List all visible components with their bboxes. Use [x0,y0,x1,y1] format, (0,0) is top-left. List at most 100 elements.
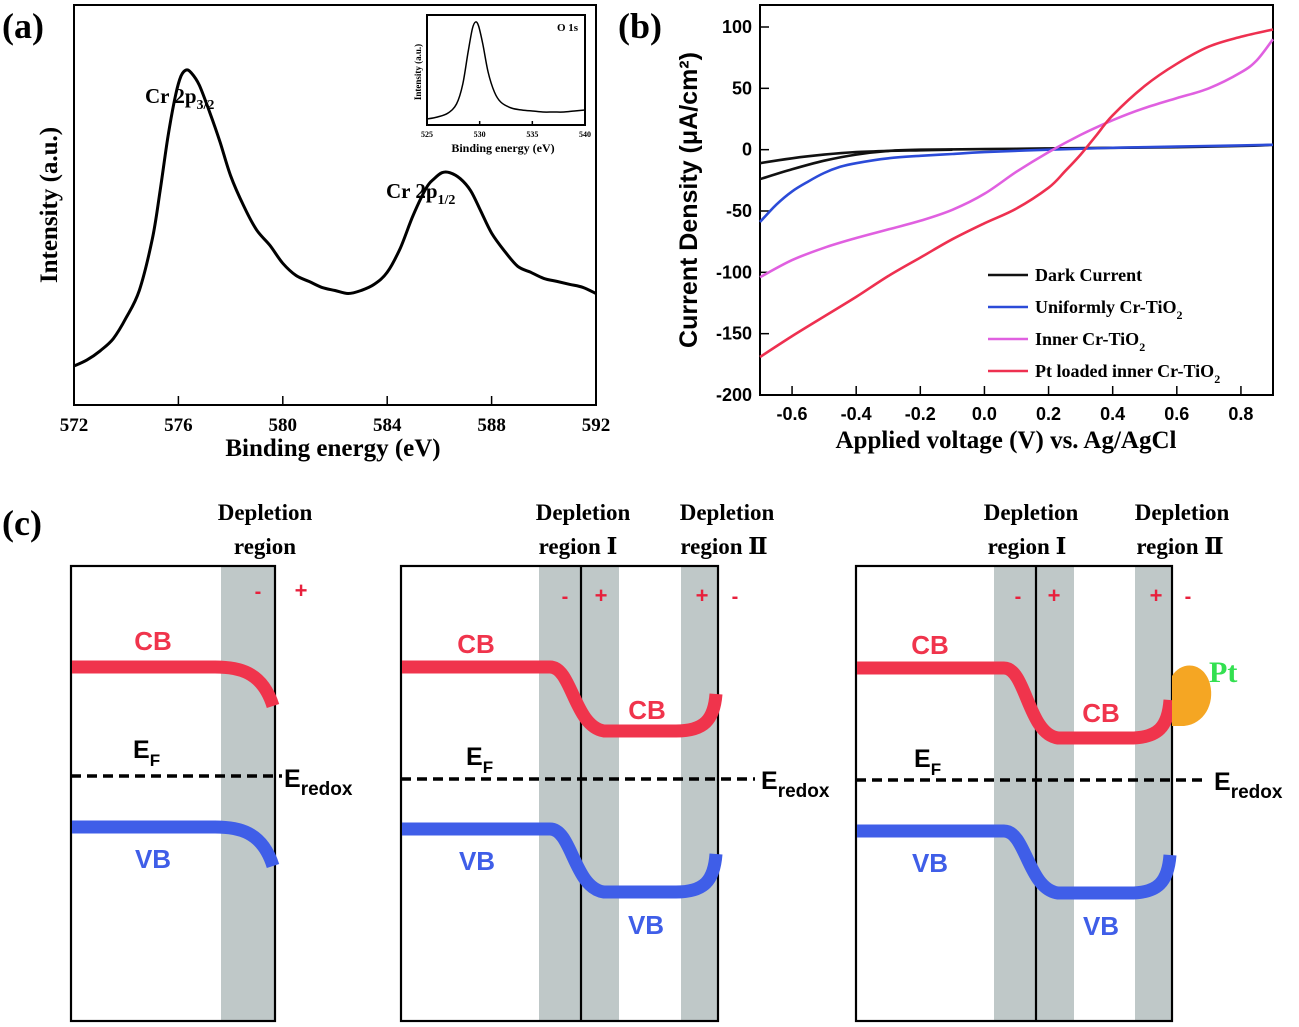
valence-band [857,824,1177,900]
header-region-1: region Ⅰ [539,534,618,559]
cb-label-left: CB [911,630,949,660]
outer-box [854,564,1174,1023]
charge-plus-2: + [696,583,709,608]
semiconductor-box [69,564,277,1023]
legend-entry: Pt loaded inner Cr-TiO2 [1035,361,1220,386]
conduction-band [402,660,723,738]
depletion-region-shade [221,566,275,1021]
series-line-cr2p [73,68,597,368]
series-line-3 [759,38,1275,279]
header-depletion: Depletion [218,500,313,525]
pt-label: Pt [1209,656,1237,689]
y-axis-label-b: Current Density (μA/cm²) [675,52,703,348]
charge-plus: + [295,578,308,603]
eredox-label: Eredox [284,765,353,800]
depletion-region-2-shade [1135,566,1172,1021]
peak-annotation-cr2p32: Cr 2p3/2 [145,84,214,113]
y-tick-label-b: 0 [742,140,752,160]
y-axis-label-a: Intensity (a.u.) [36,127,63,283]
charge-plus-2: + [1150,583,1163,608]
eredox-label: Eredox [761,767,830,802]
panel-label-c: (c) [2,503,42,543]
inset-x-axis-label: Binding energy (eV) [451,141,554,155]
peak-annotation-cr2p12: Cr 2p1/2 [386,179,455,208]
charge-plus-1: + [595,583,608,608]
eredox-label: Eredox [1214,768,1283,803]
panel-label-b: (b) [618,6,662,46]
x-tick-label-b: 0.0 [972,404,997,424]
x-tick-label-b: 0.8 [1228,404,1253,424]
inset-frame [426,14,586,126]
inset-title: O 1s [557,22,579,34]
x-tick-label-a: 572 [60,415,89,436]
cb-label-right: CB [1082,698,1120,728]
depletion-region-1-shade-right [1036,566,1074,1021]
depletion-region-1-shade-left [539,566,581,1021]
header-region: region [234,534,296,559]
charge-minus-2: - [732,586,739,608]
series-line-1 [759,148,953,165]
valence-band [72,820,280,869]
inset-x-tick-label: 530 [474,130,486,139]
x-tick-label-b: -0.2 [905,404,936,424]
charge-minus-2: - [1185,586,1192,608]
x-tick-label-a: 584 [373,415,402,436]
header-region-2: region Ⅱ [1136,534,1223,559]
panel-b-chart: (b) -0.6 -0.4 -0.2 0.0 0.2 0.4 0.6 0.8 100 50 0 -5… [618,4,1275,454]
cb-label-right: CB [628,695,666,725]
header-region-1: region Ⅰ [988,534,1067,559]
panel-a-chart: (a) 572 576 580 584 588 592 Cr 2p3/2 Cr 2p1/2… [2,4,611,462]
charge-minus-1: - [1015,586,1022,608]
y-tick-label-b: -200 [716,385,752,405]
x-tick-label-b: -0.6 [777,404,808,424]
cb-label-left: CB [457,629,495,659]
x-axis-label-b: Applied voltage (V) vs. Ag/AgCl [836,427,1177,454]
header-depletion-1: Depletion [984,500,1079,525]
depletion-region-1-shade-right [581,566,619,1021]
plot-frame-a [73,4,597,406]
series-line-4 [759,28,1274,359]
panel-c-band-diagram: (c) Depletion region - + CB VB EF Eredox… [2,500,1283,1023]
band-diagram-1: Depletion region - + CB VB EF Eredox [69,500,353,1023]
legend-entry: Inner Cr-TiO2 [1035,329,1145,354]
header-depletion-2: Depletion [1135,500,1230,525]
y-tick-label-b: -150 [716,324,752,344]
vb-label-left: VB [459,846,495,876]
conduction-band [857,661,1177,745]
pt-particle [1172,665,1212,726]
band-diagram-2: Depletion region Ⅰ Depletion region Ⅱ - … [399,500,830,1023]
y-tick-label-b: 50 [732,78,752,98]
cb-label: CB [134,626,172,656]
charge-minus-1: - [562,586,569,608]
fermi-level-label: EF [466,743,493,777]
inset-x-tick-label: 540 [579,130,591,139]
vb-label-right: VB [1083,911,1119,941]
fermi-level-label: EF [914,745,941,779]
y-tick-label-b: -50 [726,201,752,221]
y-tick-label-b: 100 [722,17,752,37]
legend-entry: Dark Current [1035,265,1142,285]
inset-x-tick-label: 525 [421,130,433,139]
charge-minus: - [255,581,262,603]
x-tick-label-b: 0.6 [1164,404,1189,424]
vb-label: VB [135,844,171,874]
depletion-region-1-shade-left [994,566,1036,1021]
x-tick-label-a: 592 [582,415,611,436]
conduction-band [72,660,280,709]
x-axis-label-a: Binding energy (eV) [225,435,440,462]
x-tick-label-b: 0.4 [1100,404,1125,424]
inset-chart-o1s: 525 530 535 540 O 1s Binding energy (eV) In… [413,14,591,155]
legend-entry: Uniformly Cr-TiO2 [1035,297,1183,322]
x-tick-label-a: 588 [477,415,506,436]
legend-b: Dark Current Uniformly Cr-TiO2 Inner Cr-Ti… [988,265,1220,386]
series-line-2 [759,143,1274,223]
y-tick-label-b: -100 [716,262,752,282]
vb-label-left: VB [912,848,948,878]
inset-series-line [426,21,586,120]
x-tick-label-b: 0.2 [1036,404,1061,424]
x-tick-label-b: -0.4 [841,404,872,424]
inset-x-tick-label: 535 [526,130,538,139]
x-tick-label-a: 576 [164,415,193,436]
header-depletion-1: Depletion [536,500,631,525]
